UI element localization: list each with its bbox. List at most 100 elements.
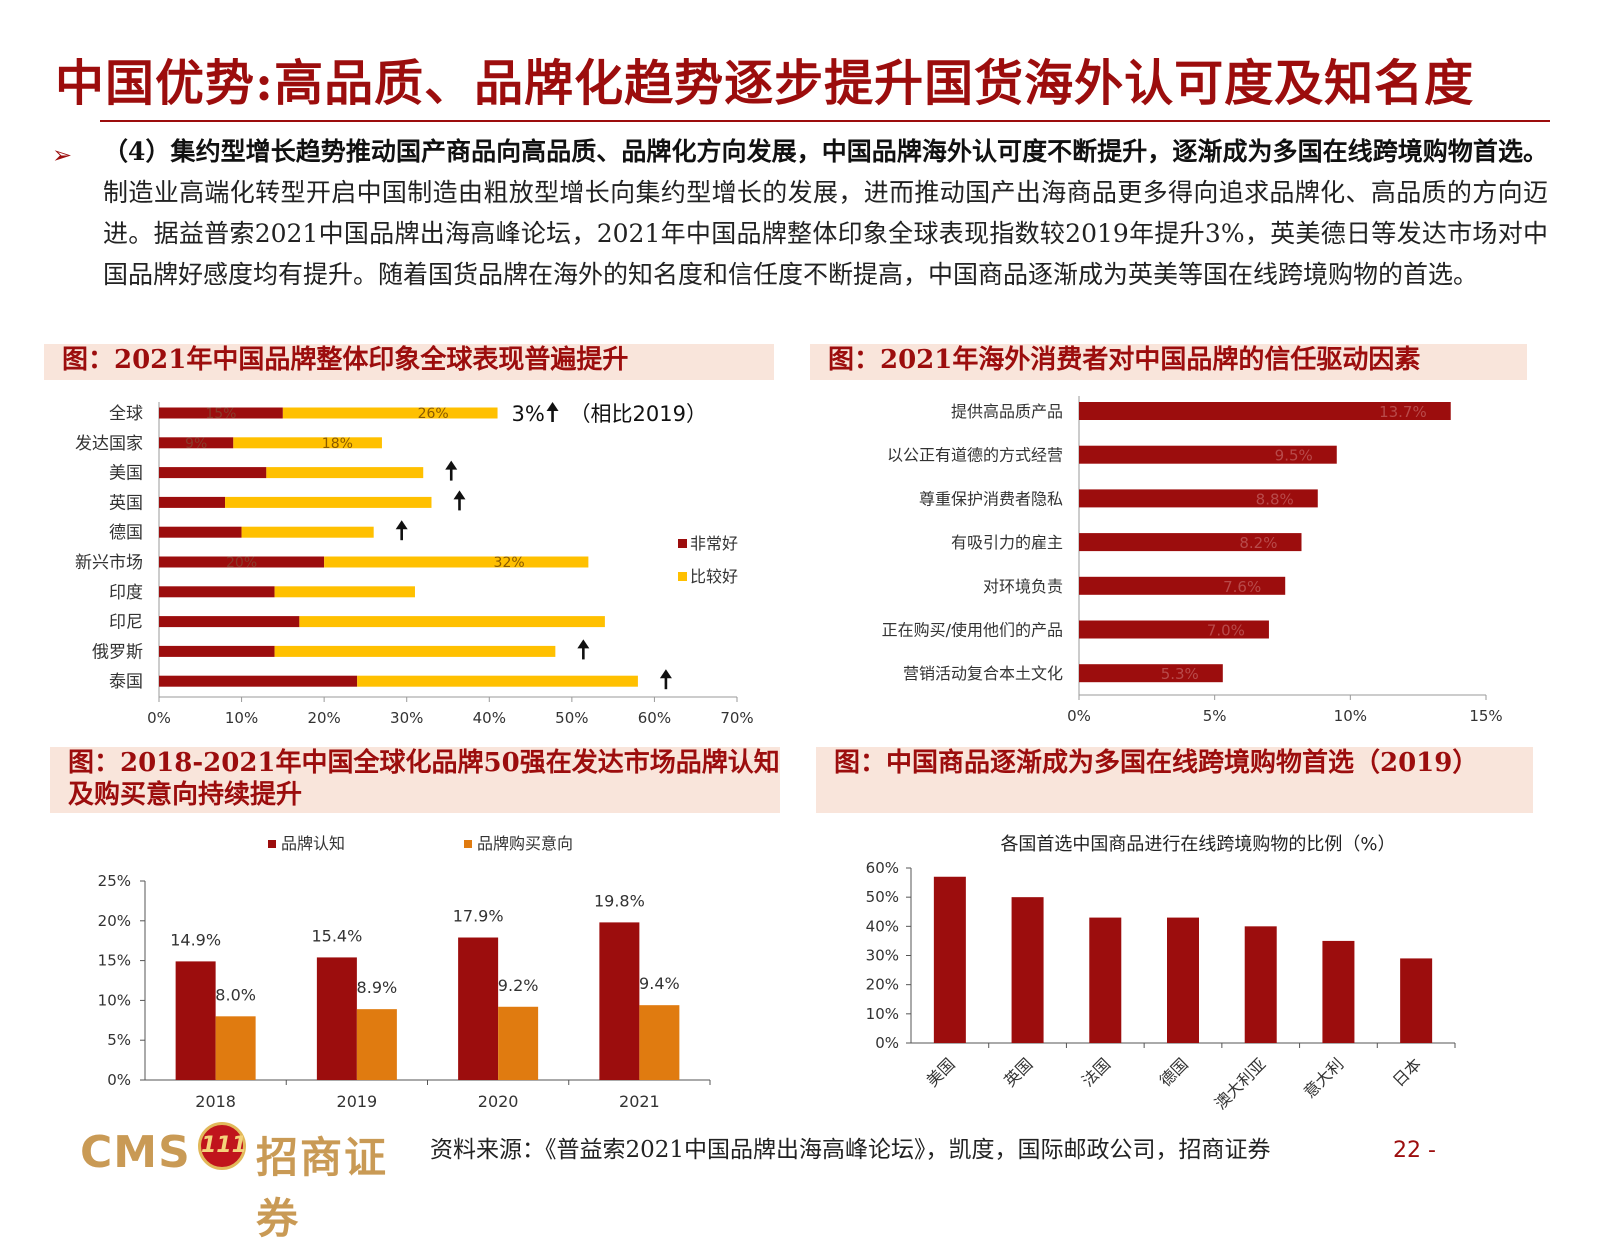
chart2-x-tick-label: 0% bbox=[1067, 707, 1091, 725]
chart1-bar-good bbox=[225, 496, 432, 508]
chart3-y-tick-label: 20% bbox=[98, 912, 131, 930]
chart1-x-tick-label: 60% bbox=[638, 709, 671, 727]
logo-cms-text: CMS bbox=[80, 1127, 191, 1178]
chart2-category-label: 尊重保护消费者隐私 bbox=[919, 489, 1063, 508]
chart1-bar-good bbox=[241, 526, 374, 538]
chart1-bar-good bbox=[324, 556, 589, 568]
chart2-bar bbox=[1079, 489, 1318, 508]
chart1-x-tick-label: 40% bbox=[473, 709, 506, 727]
chart2-category-label: 有吸引力的雇主 bbox=[951, 533, 1063, 552]
chart1-bar-very-good bbox=[159, 616, 300, 628]
chart4-y-tick-label: 0% bbox=[875, 1034, 899, 1052]
source-note: 资料来源：《普益索2021中国品牌出海高峰论坛》，凯度，国际邮政公司，招商证券 bbox=[430, 1137, 1271, 1163]
chart1-category-label: 全球 bbox=[109, 404, 143, 424]
chart3-category-label: 2020 bbox=[478, 1092, 519, 1111]
body-detail: 制造业高端化转型开启中国制造由粗放型增长向集约型增长的发展，进而推动国产出海商品… bbox=[103, 178, 1548, 289]
chart3-y-tick-label: 10% bbox=[98, 991, 131, 1009]
chart3-category-label: 2021 bbox=[619, 1092, 660, 1111]
chart2-data-label: 13.7% bbox=[1379, 403, 1427, 421]
chart2-x-tick-label: 10% bbox=[1334, 707, 1367, 725]
chart4-y-tick-label: 50% bbox=[866, 888, 899, 906]
chart2-category-label: 以公正有道德的方式经营 bbox=[887, 446, 1063, 465]
chart1-legend-swatch bbox=[678, 572, 687, 581]
chart1-bar-very-good bbox=[159, 645, 275, 657]
chart3-bar-awareness bbox=[458, 937, 499, 1080]
chart4-heading: 图：中国商品逐渐成为多国在线跨境购物首选（2019） bbox=[816, 747, 1533, 813]
chart3-y-tick-label: 15% bbox=[98, 952, 131, 970]
bullet-arrow-icon: ➢ bbox=[52, 141, 73, 169]
chart4-bar bbox=[1011, 897, 1044, 1043]
logo-mark-icon: 111 bbox=[198, 1122, 247, 1170]
chart1-bar-very-good bbox=[159, 407, 283, 419]
chart2-bar bbox=[1079, 576, 1286, 595]
chart1-bar-very-good bbox=[159, 437, 234, 449]
chart1-heading: 图：2021年中国品牌整体印象全球表现普遍提升 bbox=[44, 344, 774, 380]
chart4-bar bbox=[1244, 926, 1277, 1043]
chart1-bar-good bbox=[233, 437, 382, 449]
chart3-y-tick-label: 25% bbox=[98, 872, 131, 890]
chart2-x-tick-label: 5% bbox=[1203, 707, 1227, 725]
chart3-legend-label: 品牌认知 bbox=[281, 834, 345, 853]
chart3-data-label: 9.4% bbox=[639, 974, 680, 993]
chart2-category-label: 对环境负责 bbox=[983, 577, 1063, 596]
chart2-bar bbox=[1079, 445, 1337, 464]
chart4-bar bbox=[1322, 940, 1355, 1043]
chart2-bar bbox=[1079, 402, 1451, 420]
chart1-category-label: 美国 bbox=[109, 464, 143, 484]
chart1-brand-impression: 0% 10% 20% 30% 40% 50% 60% 70% 全球 15% 26% 发达国家 9% 18%… bbox=[75, 402, 754, 727]
chart3-awareness-intent: 0% 5% 10% 15% 20% 25% 2018 14.9% 8.0% 2019 15.4% 8.… bbox=[98, 834, 711, 1111]
chart1-data-label: 18% bbox=[322, 436, 353, 452]
chart1-bar-good bbox=[282, 407, 498, 419]
chart2-data-label: 7.0% bbox=[1207, 622, 1245, 640]
chart2-data-label: 5.3% bbox=[1161, 665, 1199, 683]
body-paragraph: （4）集约型增长趋势推动国产商品向高品质、品牌化方向发展，中国品牌海外认可度不断… bbox=[103, 131, 1548, 295]
chart1-data-label: 32% bbox=[494, 555, 525, 571]
chart3-category-label: 2019 bbox=[337, 1092, 378, 1111]
chart2-bar bbox=[1079, 664, 1223, 683]
chart2-data-label: 9.5% bbox=[1275, 447, 1313, 465]
chart2-bar bbox=[1079, 533, 1302, 552]
chart4-category-label: 美国 bbox=[923, 1054, 959, 1090]
chart4-title: 各国首选中国商品进行在线跨境购物的比例（%） bbox=[1000, 834, 1395, 855]
chart2-x-tick-label: 15% bbox=[1469, 707, 1502, 725]
chart1-bar-very-good bbox=[159, 496, 226, 508]
chart1-bar-very-good bbox=[159, 526, 242, 538]
chart1-bar-very-good bbox=[159, 675, 358, 687]
page-number: 22 - bbox=[1393, 1138, 1436, 1163]
chart1-category-label: 新兴市场 bbox=[75, 553, 143, 573]
chart1-x-tick-label: 20% bbox=[307, 709, 340, 727]
chart4-bar bbox=[1089, 917, 1122, 1043]
chart3-data-label: 14.9% bbox=[170, 930, 221, 949]
chart1-up-arrow-icon bbox=[395, 520, 408, 541]
chart1-up-arrow-icon bbox=[577, 639, 590, 660]
chart3-bar-awareness bbox=[316, 957, 357, 1080]
chart2-data-label: 8.8% bbox=[1256, 490, 1294, 508]
chart1-legend-label: 比较好 bbox=[690, 567, 738, 586]
chart2-data-label: 7.6% bbox=[1223, 578, 1261, 596]
chart1-bar-very-good bbox=[159, 467, 267, 479]
chart1-up-arrow-icon bbox=[659, 669, 672, 690]
chart4-y-tick-label: 10% bbox=[866, 1005, 899, 1023]
chart3-y-tick-label: 0% bbox=[107, 1071, 131, 1089]
chart2-category-label: 正在购买/使用他们的产品 bbox=[882, 621, 1063, 640]
company-logo: CMS 111 招商证券 bbox=[80, 1122, 420, 1243]
chart4-y-tick-label: 60% bbox=[866, 859, 899, 877]
chart1-annotation-suffix: （相比2019） bbox=[570, 402, 707, 426]
chart1-legend-label: 非常好 bbox=[690, 534, 738, 553]
chart3-category-label: 2018 bbox=[195, 1092, 236, 1111]
chart3-legend-swatch bbox=[268, 840, 276, 848]
chart4-y-tick-label: 40% bbox=[866, 917, 899, 935]
chart3-bar-intent bbox=[639, 1005, 680, 1080]
chart4-category-label: 澳大利亚 bbox=[1211, 1054, 1270, 1113]
chart2-bar bbox=[1079, 620, 1269, 639]
chart3-data-label: 15.4% bbox=[311, 926, 362, 945]
chart3-bar-awareness bbox=[175, 961, 216, 1080]
chart1-up-arrow-icon bbox=[445, 460, 458, 481]
chart1-bar-good bbox=[274, 645, 556, 657]
chart1-up-arrow-icon bbox=[546, 402, 559, 422]
chart3-data-label: 8.9% bbox=[357, 978, 398, 997]
chart3-bar-intent bbox=[498, 1006, 539, 1080]
chart4-category-label: 德国 bbox=[1156, 1054, 1192, 1090]
chart1-data-label: 20% bbox=[226, 555, 257, 571]
chart1-bar-good bbox=[357, 675, 638, 687]
